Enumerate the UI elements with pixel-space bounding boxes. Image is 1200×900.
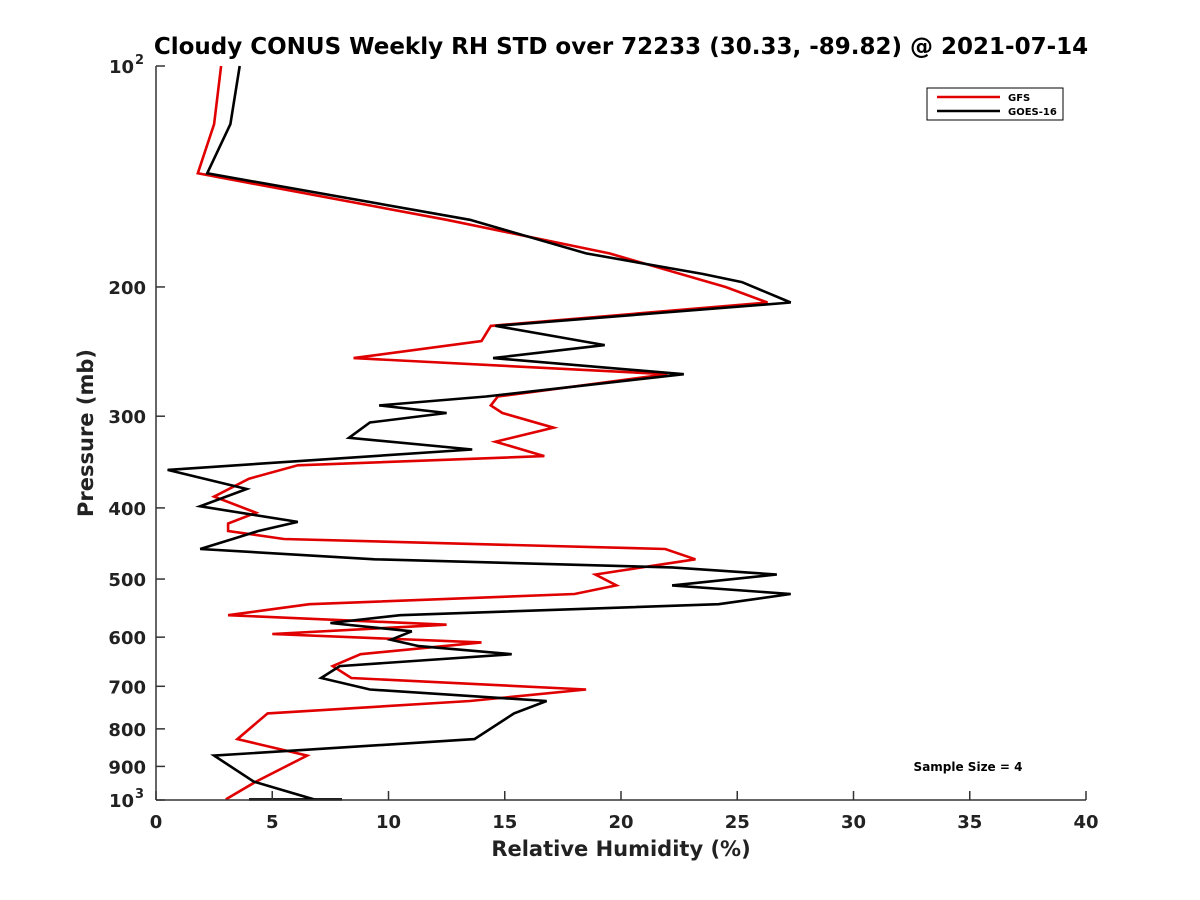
legend-box <box>926 87 1064 121</box>
y-tick-label: 700 <box>108 677 146 698</box>
plot-series <box>167 65 792 801</box>
y-tick-label: 200 <box>108 278 146 299</box>
y-tick-label: 500 <box>108 570 146 591</box>
x-tick-label: 40 <box>1073 812 1098 833</box>
y-tick-label: 900 <box>108 757 146 778</box>
chart-title: Cloudy CONUS Weekly RH STD over 72233 (3… <box>154 34 1088 60</box>
x-tick-label: 20 <box>608 812 633 833</box>
x-tick-label: 10 <box>376 812 401 833</box>
y-tick-label: 10 <box>109 791 134 812</box>
y-tick-label: 400 <box>108 499 146 520</box>
series-line-gfs <box>196 65 768 801</box>
x-axis-ticks: 0 5 10 15 20 25 30 35 40 <box>150 791 1099 833</box>
y-tick-exponent: 3 <box>135 787 144 802</box>
x-tick-label: 25 <box>725 812 750 833</box>
x-axis-label: Relative Humidity (%) <box>491 837 750 861</box>
series-line-goes16 <box>167 65 792 801</box>
x-tick-label: 5 <box>266 812 279 833</box>
y-tick-label: 10 <box>109 57 134 78</box>
sample-size-annotation: Sample Size = 4 <box>914 760 1023 774</box>
x-tick-label: 30 <box>841 812 866 833</box>
y-axis-label: Pressure (mb) <box>74 349 98 517</box>
x-tick-label: 0 <box>150 812 163 833</box>
y-tick-label: 600 <box>108 628 146 649</box>
y-tick-exponent: 2 <box>135 53 144 68</box>
legend: GFS GOES-16 <box>926 87 1064 121</box>
x-tick-label: 15 <box>492 812 517 833</box>
y-tick-label: 800 <box>108 720 146 741</box>
x-tick-label: 35 <box>957 812 982 833</box>
legend-label-goes16: GOES-16 <box>1008 107 1057 118</box>
legend-label-gfs: GFS <box>1008 93 1030 104</box>
y-tick-label: 300 <box>108 407 146 428</box>
